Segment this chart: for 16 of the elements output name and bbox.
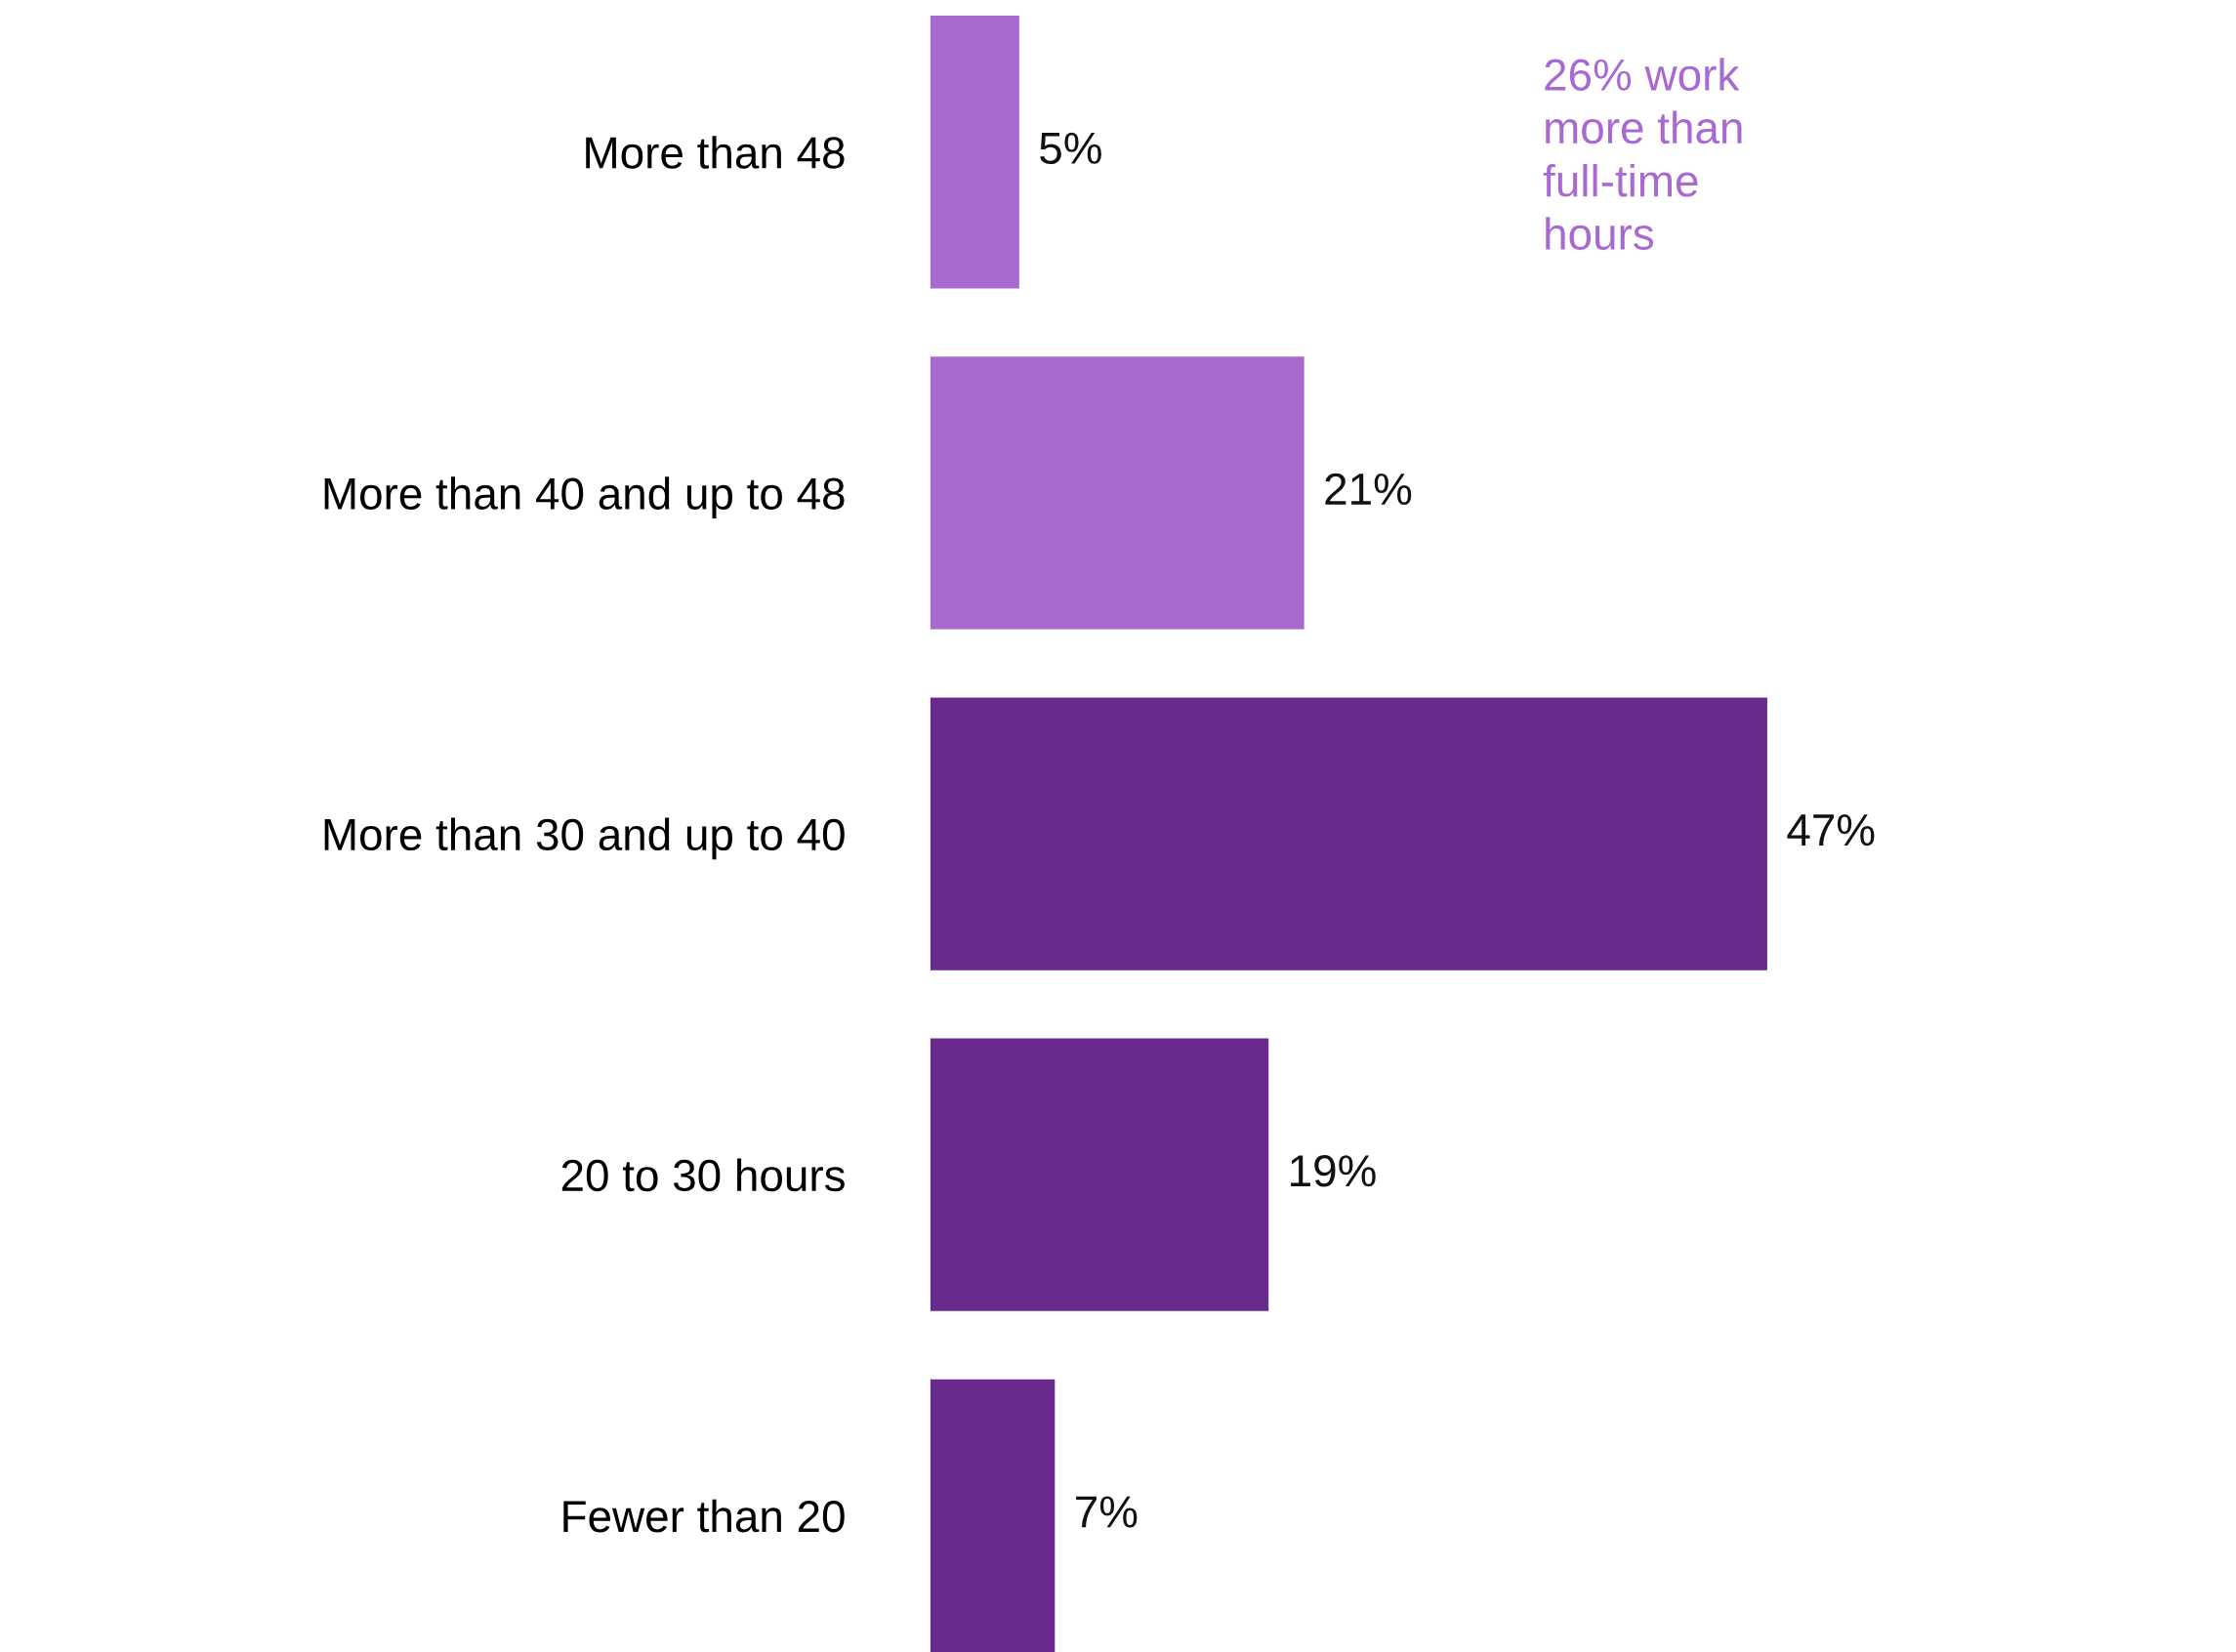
y-tick-label: 20 to 30 hours	[561, 1158, 845, 1192]
bar	[930, 697, 1767, 971]
bar	[930, 16, 1019, 289]
y-tick-label: Fewer than 20	[563, 1499, 845, 1533]
data-label: 7%	[1076, 1496, 1138, 1528]
y-tick-label: More than 30 and up to 40	[324, 817, 845, 860]
bar	[930, 1379, 1056, 1652]
data-label: 21%	[1325, 473, 1412, 506]
bar	[930, 356, 1304, 630]
y-tick-label: More than 40 and up to 48	[324, 476, 845, 518]
data-label: 19%	[1291, 1155, 1376, 1187]
y-tick-label: More than 48	[586, 136, 845, 169]
data-label: 5%	[1040, 132, 1101, 165]
annotation: 26% work more than full-time hours	[1543, 58, 1742, 250]
bar	[930, 1038, 1269, 1311]
data-label: 47%	[1787, 814, 1875, 847]
